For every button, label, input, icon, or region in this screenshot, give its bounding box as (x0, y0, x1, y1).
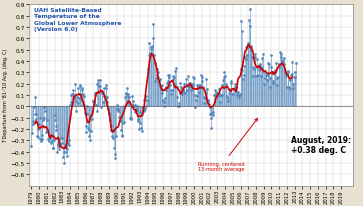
Text: UAH Satellite-Based
Temperature of the
Global Lower Atmosphere
(Version 6.0): UAH Satellite-Based Temperature of the G… (34, 8, 121, 32)
Y-axis label: T Departure from '81-'10 Avg. (deg. C): T Departure from '81-'10 Avg. (deg. C) (4, 49, 8, 142)
Text: August, 2019:
+0.38 deg. C: August, 2019: +0.38 deg. C (291, 135, 351, 154)
Text: Running, centered
13-month average: Running, centered 13-month average (198, 119, 257, 172)
